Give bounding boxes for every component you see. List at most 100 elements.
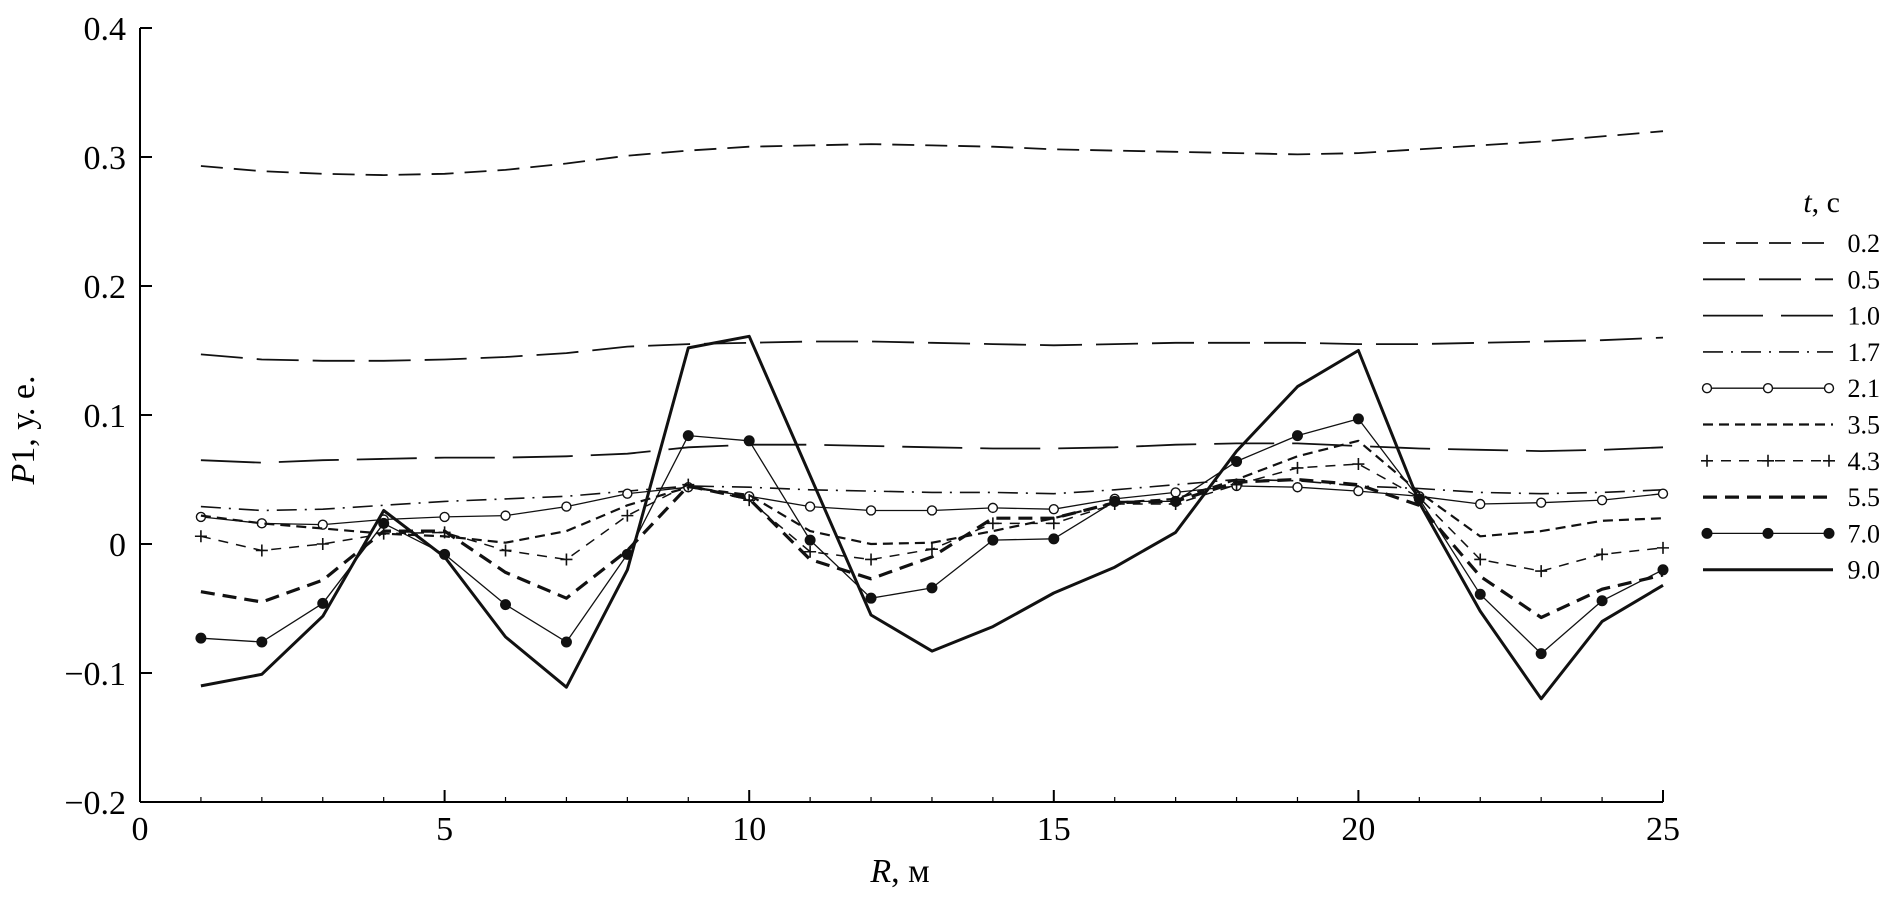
y-axis-label-var: P — [5, 464, 42, 486]
data-point — [1291, 461, 1304, 474]
series-line-0.5 — [200, 336, 1664, 362]
series-line-9.0 — [200, 334, 1664, 701]
data-point — [561, 501, 572, 512]
legend-item-9.0: 9.0 — [1703, 556, 1880, 585]
series-9.0 — [200, 334, 1664, 701]
data-point — [1475, 498, 1486, 510]
series-2.1 — [195, 480, 1669, 530]
data-point — [439, 511, 450, 523]
data-point — [865, 592, 877, 604]
data-point — [622, 488, 633, 499]
data-point — [194, 530, 207, 543]
series-0.5 — [200, 336, 1664, 362]
x-tick-label: 15 — [1037, 811, 1071, 848]
data-point — [804, 545, 817, 558]
series-1.0 — [200, 442, 1664, 464]
data-point — [1352, 413, 1364, 425]
data-point — [500, 599, 512, 611]
y-tick-label: 0.4 — [84, 11, 127, 48]
data-point — [1231, 455, 1243, 467]
series-1.7 — [200, 478, 1664, 512]
data-point — [1535, 648, 1547, 660]
legend-label: 4.3 — [1848, 447, 1881, 476]
legend-label: 3.5 — [1848, 411, 1881, 440]
data-point — [926, 582, 938, 594]
data-point — [317, 519, 328, 530]
data-point — [1474, 553, 1487, 566]
data-point — [316, 538, 329, 550]
x-tick-label: 20 — [1341, 811, 1375, 848]
legend-label: 1.0 — [1848, 302, 1881, 331]
legend-marker — [1823, 454, 1835, 467]
data-point — [986, 517, 999, 530]
data-point — [987, 534, 999, 546]
x-axis-label-var: R — [869, 853, 891, 890]
data-point — [1292, 482, 1303, 493]
y-tick-label: 0.1 — [84, 398, 127, 435]
data-point — [1657, 488, 1669, 499]
data-point — [1291, 430, 1303, 442]
data-point — [378, 517, 390, 529]
data-point — [256, 636, 268, 648]
data-point — [682, 478, 695, 491]
legend-item-0.5: 0.5 — [1703, 265, 1880, 294]
legend-marker — [1701, 454, 1713, 467]
y-axis-label-unit: 1, у. е. — [5, 376, 42, 464]
data-point — [865, 553, 878, 566]
x-tick-label: 0 — [132, 811, 149, 848]
x-axis-label-unit: , м — [891, 853, 930, 890]
legend-item-1.0: 1.0 — [1703, 302, 1880, 331]
data-point — [195, 632, 207, 644]
series-line-7.0 — [200, 418, 1664, 655]
data-point — [743, 494, 756, 507]
y-tick-label: 0.2 — [84, 269, 127, 306]
data-point — [1048, 533, 1060, 545]
data-point — [1657, 541, 1669, 554]
data-point — [560, 553, 573, 566]
x-axis-label: R, м — [869, 853, 929, 890]
data-point — [1352, 458, 1365, 471]
legend-marker — [1823, 383, 1835, 394]
data-point — [621, 509, 634, 522]
legend-marker — [1762, 454, 1774, 467]
data-point — [1657, 564, 1669, 576]
series-line-0.2 — [200, 130, 1664, 177]
legend-label: 7.0 — [1848, 519, 1881, 548]
data-point — [560, 636, 572, 648]
x-tick-label: 5 — [436, 811, 453, 848]
legend-marker — [1762, 527, 1774, 539]
data-point — [317, 597, 329, 609]
y-tick-label: −0.1 — [64, 656, 126, 693]
series-0.2 — [200, 130, 1664, 177]
legend-title-var: t — [1803, 186, 1812, 219]
legend-item-0.2: 0.2 — [1703, 229, 1880, 258]
data-point — [1109, 495, 1121, 507]
data-point — [1535, 497, 1547, 508]
data-point — [804, 534, 816, 546]
data-point — [1048, 503, 1060, 515]
y-axis-label: P1, у. е. — [5, 376, 42, 486]
data-point — [743, 435, 755, 447]
data-point — [1535, 565, 1548, 578]
legend-item-7.0: 7.0 — [1701, 519, 1881, 548]
legend-label: 5.5 — [1848, 483, 1881, 512]
data-point — [865, 505, 877, 516]
legend-item-1.7: 1.7 — [1703, 338, 1880, 367]
data-point — [1353, 485, 1364, 497]
y-tick-label: −0.2 — [64, 785, 126, 822]
data-point — [1596, 548, 1609, 561]
data-point — [925, 543, 938, 556]
data-point — [926, 505, 938, 516]
legend-marker — [1823, 527, 1835, 539]
data-point — [1474, 588, 1486, 600]
legend-item-4.3: 4.3 — [1701, 447, 1880, 476]
legend-label: 1.7 — [1848, 338, 1881, 367]
data-point — [987, 502, 999, 514]
legend-marker — [1762, 383, 1774, 394]
data-point — [500, 510, 511, 521]
legend-label: 0.2 — [1848, 229, 1881, 258]
data-point — [1170, 495, 1182, 507]
data-point — [682, 430, 694, 442]
x-tick-label: 25 — [1646, 811, 1680, 848]
